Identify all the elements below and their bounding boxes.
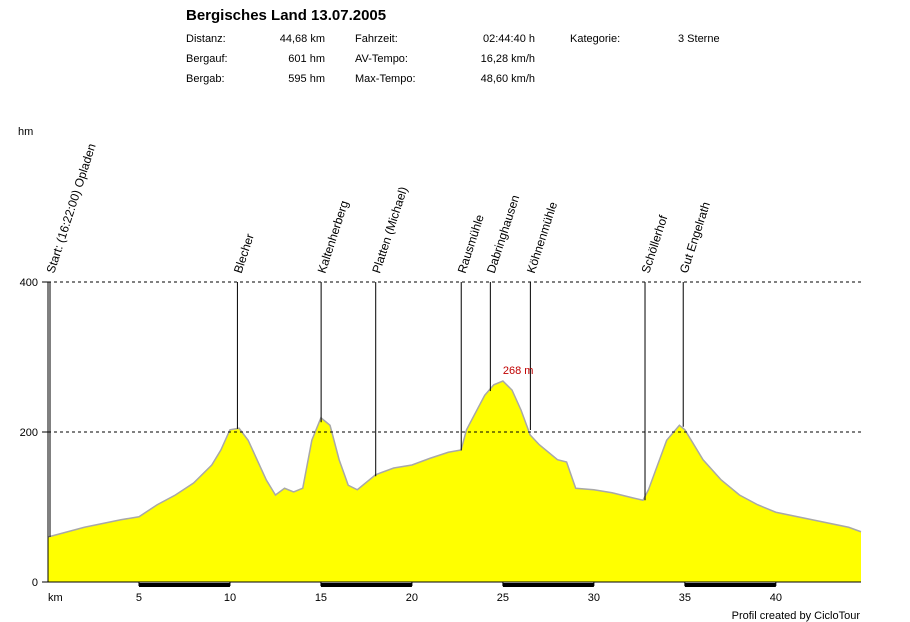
x-axis-label: km	[48, 592, 63, 604]
stat-label: Fahrzeit:	[355, 33, 398, 45]
stat-value: 595 hm	[288, 73, 325, 85]
footer: Profil created by CicloTour	[732, 610, 861, 622]
stat-value: 48,60 km/h	[481, 73, 535, 85]
stat-value: 44,68 km	[280, 33, 325, 45]
waypoint-label: Kaltenherberg	[315, 199, 352, 275]
waypoint-label: Rausmühle	[455, 213, 487, 275]
y-tick-label: 0	[32, 577, 38, 589]
scale-bar	[502, 583, 594, 587]
waypoint-label: Gut Engelrath	[677, 200, 713, 275]
waypoint-label: Köhnenmühle	[524, 200, 560, 275]
stat-label: Kategorie:	[570, 33, 620, 45]
x-tick-label: 5	[136, 592, 142, 604]
waypoint-label: Start: (16:22:00) Opladen	[44, 142, 99, 275]
scale-bar	[684, 583, 776, 587]
x-tick-label: 25	[497, 592, 509, 604]
x-tick-label: 35	[679, 592, 691, 604]
chart-title: Bergisches Land 13.07.2005	[186, 7, 386, 24]
stat-label: Max-Tempo:	[355, 73, 416, 85]
x-tick-label: 10	[224, 592, 236, 604]
elevation-line	[47, 380, 862, 538]
x-tick-label: 40	[770, 592, 782, 604]
max-label: 268 m	[503, 365, 534, 377]
waypoint-label: Platten (Michael)	[369, 185, 410, 275]
y-tick-label: 400	[20, 277, 38, 289]
x-tick-label: 15	[315, 592, 327, 604]
stat-value: 3 Sterne	[678, 33, 720, 45]
waypoint-label: Blecher	[231, 232, 257, 275]
y-axis-label: hm	[18, 126, 33, 138]
stat-value: 16,28 km/h	[481, 53, 535, 65]
stat-label: AV-Tempo:	[355, 53, 408, 65]
stat-value: 601 hm	[288, 53, 325, 65]
waypoint-label: Schöllerhof	[639, 213, 671, 275]
waypoint-label: Dabringhausen	[484, 193, 522, 275]
scale-bar	[320, 583, 412, 587]
y-tick-label: 200	[20, 427, 38, 439]
x-tick-label: 30	[588, 592, 600, 604]
stat-label: Bergab:	[186, 73, 225, 85]
x-tick-label: 20	[406, 592, 418, 604]
stat-label: Bergauf:	[186, 53, 228, 65]
elevation-area	[48, 381, 861, 582]
stat-label: Distanz:	[186, 33, 226, 45]
scale-bar	[138, 583, 230, 587]
stat-value: 02:44:40 h	[483, 33, 535, 45]
